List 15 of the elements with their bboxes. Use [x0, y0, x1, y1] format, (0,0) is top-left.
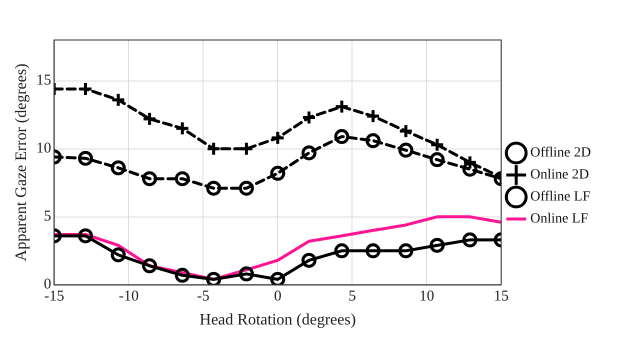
x-tick-label: 0 — [274, 288, 282, 305]
x-axis-title: Head Rotation (degrees) — [200, 312, 356, 329]
x-tick-label: -10 — [118, 288, 139, 305]
y-tick-label: 15 — [36, 72, 52, 89]
x-tick-label: -5 — [196, 288, 210, 305]
y-axis-title: Apparent Gaze Error (degrees) — [12, 64, 30, 262]
legend-label: Offline 2D — [530, 146, 592, 161]
x-tick-label: 10 — [419, 288, 434, 305]
legend-label: Online LF — [530, 212, 588, 227]
x-tick-label: 15 — [494, 288, 509, 305]
legend-label: Offline LF — [530, 190, 590, 205]
y-tick-label: 10 — [36, 140, 52, 157]
legend-label: Online 2D — [530, 168, 589, 183]
y-tick-label: 5 — [44, 208, 52, 225]
x-tick-label: 5 — [348, 288, 356, 305]
